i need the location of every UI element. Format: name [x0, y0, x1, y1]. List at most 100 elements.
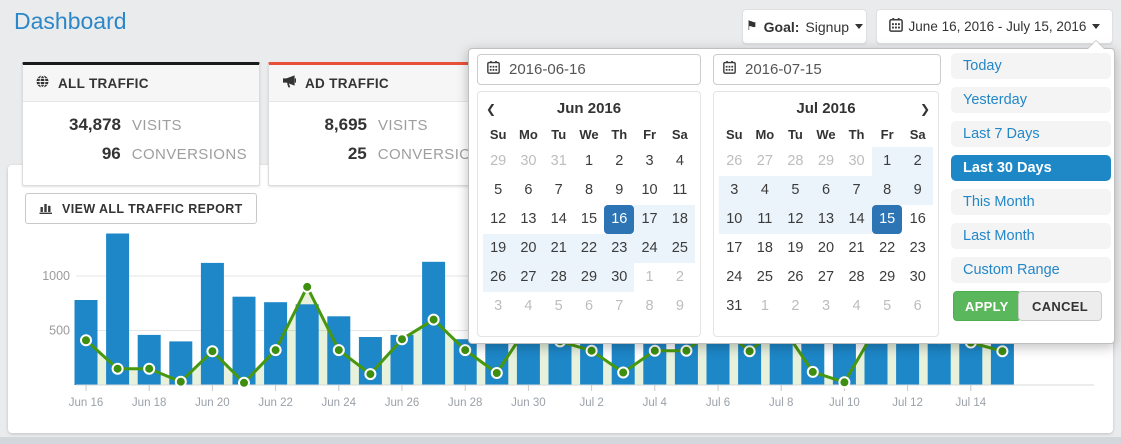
day-cell-8[interactable]: 8 [645, 298, 654, 314]
day-cell-16[interactable]: 16 [909, 211, 926, 227]
day-cell-10[interactable]: 10 [641, 182, 658, 198]
day-cell-3[interactable]: 3 [494, 298, 503, 314]
day-cell-28[interactable]: 28 [543, 263, 574, 292]
visits-bar-jul-12[interactable] [896, 341, 920, 385]
visits-bar-jul-11[interactable] [864, 340, 888, 385]
conversions-point-jun-26[interactable] [396, 333, 408, 346]
conversions-point-jul-3[interactable] [617, 366, 630, 379]
preset-last-7-days[interactable]: Last 7 Days [951, 121, 1111, 147]
visits-bar-jul-1[interactable] [548, 341, 572, 385]
preset-yesterday[interactable]: Yesterday [951, 87, 1111, 113]
conversions-point-jun-17[interactable] [111, 362, 124, 375]
day-cell-6[interactable]: 6 [913, 298, 922, 314]
day-cell-1[interactable]: 1 [645, 269, 654, 285]
day-cell-11[interactable]: 11 [672, 182, 688, 198]
conversions-point-jul-2[interactable] [585, 344, 598, 357]
day-cell-6[interactable]: 6 [584, 298, 594, 314]
prev-month-button[interactable]: ❮ [486, 102, 497, 116]
day-cell-12[interactable]: 12 [780, 205, 811, 234]
day-cell-10[interactable]: 10 [719, 205, 750, 234]
conversions-point-jul-15[interactable] [996, 345, 1009, 358]
day-cell-7[interactable]: 7 [615, 298, 624, 314]
day-cell-25[interactable]: 25 [756, 269, 773, 285]
day-cell-1[interactable]: 1 [871, 147, 903, 176]
day-cell-2[interactable]: 2 [615, 153, 624, 169]
day-cell-29[interactable]: 29 [573, 263, 605, 292]
day-cell-4[interactable]: 4 [749, 176, 781, 205]
day-cell-11[interactable]: 11 [749, 205, 781, 234]
day-cell-20[interactable]: 20 [817, 240, 835, 256]
conversions-point-jun-23[interactable] [301, 280, 314, 293]
conversions-point-jul-4[interactable] [648, 344, 661, 357]
conversions-point-jun-29[interactable] [490, 367, 503, 379]
day-cell-30[interactable]: 30 [520, 153, 537, 169]
conversions-point-jun-21[interactable] [238, 376, 250, 389]
day-cell-5[interactable]: 5 [494, 182, 503, 198]
day-cell-8[interactable]: 8 [871, 176, 903, 205]
visits-bar-jun-30[interactable] [516, 340, 540, 385]
day-cell-17[interactable]: 17 [726, 240, 743, 256]
preset-last-month[interactable]: Last Month [951, 223, 1111, 249]
start-date-input[interactable] [507, 60, 691, 79]
day-cell-6[interactable]: 6 [524, 182, 533, 198]
day-cell-9[interactable]: 9 [902, 176, 933, 205]
day-cell-30[interactable]: 30 [604, 263, 635, 292]
day-cell-2[interactable]: 2 [675, 269, 684, 285]
day-cell-2[interactable]: 2 [791, 298, 800, 314]
conversions-point-jun-18[interactable] [143, 362, 156, 375]
goal-selector-button[interactable]: ⚑ Goal: Signup [742, 9, 867, 44]
day-cell-12[interactable]: 12 [490, 211, 507, 227]
day-cell-13[interactable]: 13 [520, 211, 537, 227]
view-all-traffic-report-button[interactable]: VIEW ALL TRAFFIC REPORT [25, 193, 257, 224]
day-cell-28[interactable]: 28 [787, 153, 804, 169]
day-cell-14[interactable]: 14 [550, 211, 567, 227]
day-cell-4[interactable]: 4 [852, 298, 861, 314]
day-cell-1[interactable]: 1 [584, 153, 594, 169]
day-cell-16-selected[interactable]: 16 [604, 205, 635, 234]
conversions-point-jul-10[interactable] [838, 376, 851, 389]
day-cell-14[interactable]: 14 [841, 205, 872, 234]
day-cell-31[interactable]: 31 [726, 298, 743, 314]
day-cell-22[interactable]: 22 [879, 240, 896, 256]
day-cell-26[interactable]: 26 [483, 263, 514, 292]
visits-bar-jun-21[interactable] [232, 296, 256, 385]
day-cell-27[interactable]: 27 [817, 269, 835, 285]
visits-bar-jul-6[interactable] [706, 339, 730, 385]
day-cell-9[interactable]: 9 [615, 182, 624, 198]
visits-bar-jul-14[interactable] [959, 339, 983, 385]
day-cell-5[interactable]: 5 [780, 176, 811, 205]
day-cell-26[interactable]: 26 [726, 153, 743, 169]
conversions-point-jun-20[interactable] [206, 345, 219, 358]
preset-last-30-days[interactable]: Last 30 Days [951, 155, 1111, 181]
day-cell-23[interactable]: 23 [909, 240, 926, 256]
day-cell-6[interactable]: 6 [810, 176, 842, 205]
day-cell-29[interactable]: 29 [490, 153, 507, 169]
day-cell-4[interactable]: 4 [524, 298, 533, 314]
day-cell-24[interactable]: 24 [634, 234, 665, 263]
day-cell-17[interactable]: 17 [634, 205, 665, 234]
day-cell-3[interactable]: 3 [719, 176, 750, 205]
day-cell-9[interactable]: 9 [675, 298, 684, 314]
conversions-point-jun-27[interactable] [427, 313, 440, 326]
day-cell-22[interactable]: 22 [573, 234, 605, 263]
day-cell-7[interactable]: 7 [841, 176, 872, 205]
day-cell-24[interactable]: 24 [726, 269, 743, 285]
conversions-point-jul-7[interactable] [743, 345, 756, 358]
apply-button[interactable]: APPLY [953, 291, 1021, 321]
conversions-point-jun-24[interactable] [332, 344, 345, 357]
day-cell-3[interactable]: 3 [645, 153, 654, 169]
preset-today[interactable]: Today [951, 53, 1111, 79]
conversions-point-jun-22[interactable] [269, 344, 282, 357]
visits-bar-jun-20[interactable] [200, 262, 224, 385]
visits-bar-jun-18[interactable] [137, 334, 161, 385]
end-date-input[interactable] [743, 60, 931, 79]
day-cell-28[interactable]: 28 [848, 269, 865, 285]
next-month-button[interactable]: ❯ [919, 102, 930, 116]
day-cell-30[interactable]: 30 [909, 269, 926, 285]
day-cell-21[interactable]: 21 [543, 234, 574, 263]
day-cell-30[interactable]: 30 [848, 153, 865, 169]
day-cell-19[interactable]: 19 [483, 234, 514, 263]
conversions-point-jul-9[interactable] [806, 365, 819, 378]
day-cell-21[interactable]: 21 [848, 240, 865, 256]
day-cell-20[interactable]: 20 [513, 234, 544, 263]
